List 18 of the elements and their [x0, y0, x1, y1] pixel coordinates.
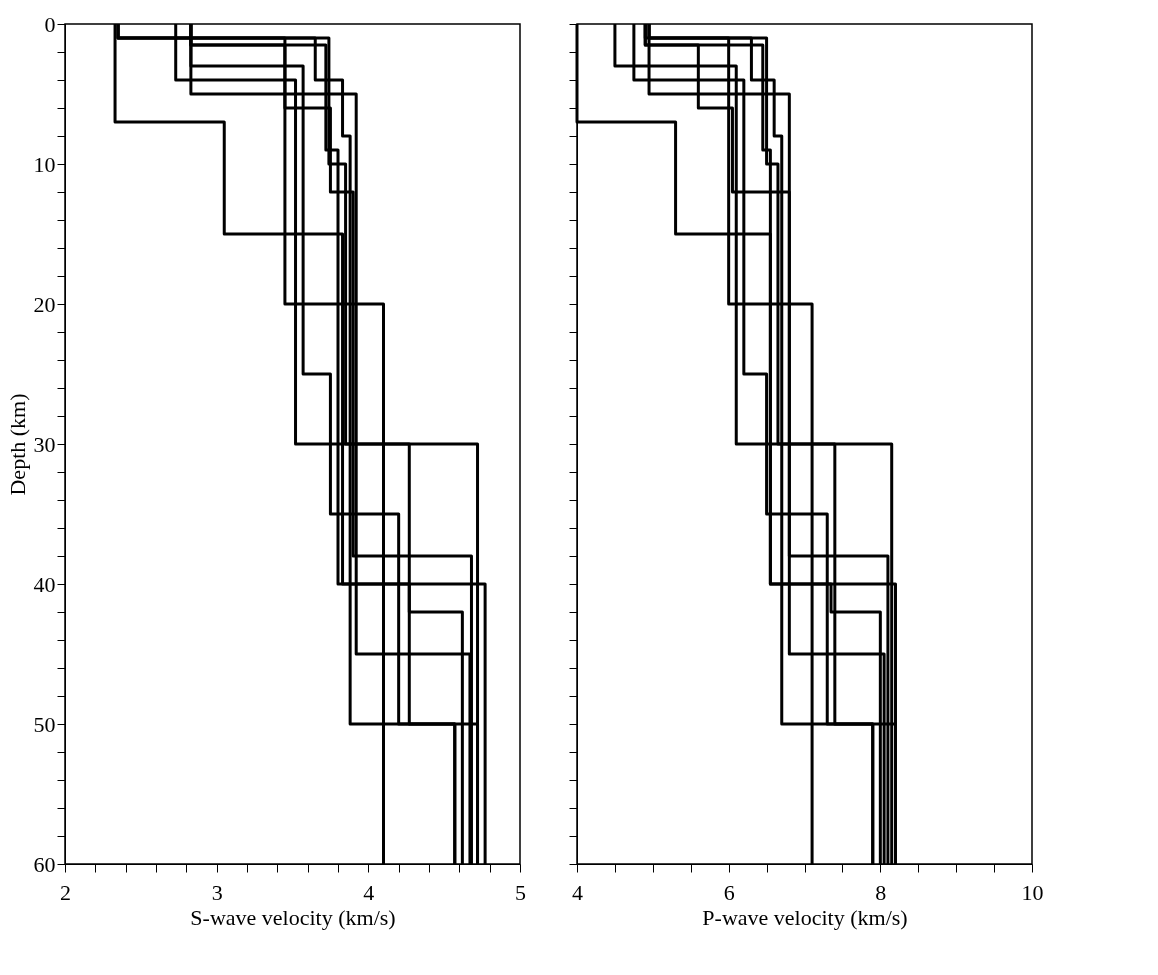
y-axis-title: Depth (km): [4, 393, 30, 496]
x-axis-title: P-wave velocity (km/s): [702, 904, 908, 930]
y-tick-label: 10: [33, 151, 56, 177]
y-tick-label: 20: [33, 291, 56, 317]
x-tick-label: 5: [515, 879, 526, 905]
x-tick-label: 2: [60, 879, 71, 905]
x-axis-title: S-wave velocity (km/s): [190, 904, 396, 930]
x-tick-label: 4: [363, 879, 375, 905]
x-tick-label: 10: [1021, 879, 1044, 905]
y-tick-label: 40: [33, 571, 56, 597]
x-tick-label: 6: [723, 879, 735, 905]
y-tick-label: 30: [33, 431, 56, 457]
y-tick-label: 50: [33, 711, 56, 737]
y-tick-label: 0: [44, 11, 56, 37]
x-tick-label: 8: [875, 879, 887, 905]
y-tick-label: 60: [33, 851, 56, 877]
x-tick-label: 3: [211, 879, 223, 905]
x-tick-label: 4: [572, 879, 583, 905]
